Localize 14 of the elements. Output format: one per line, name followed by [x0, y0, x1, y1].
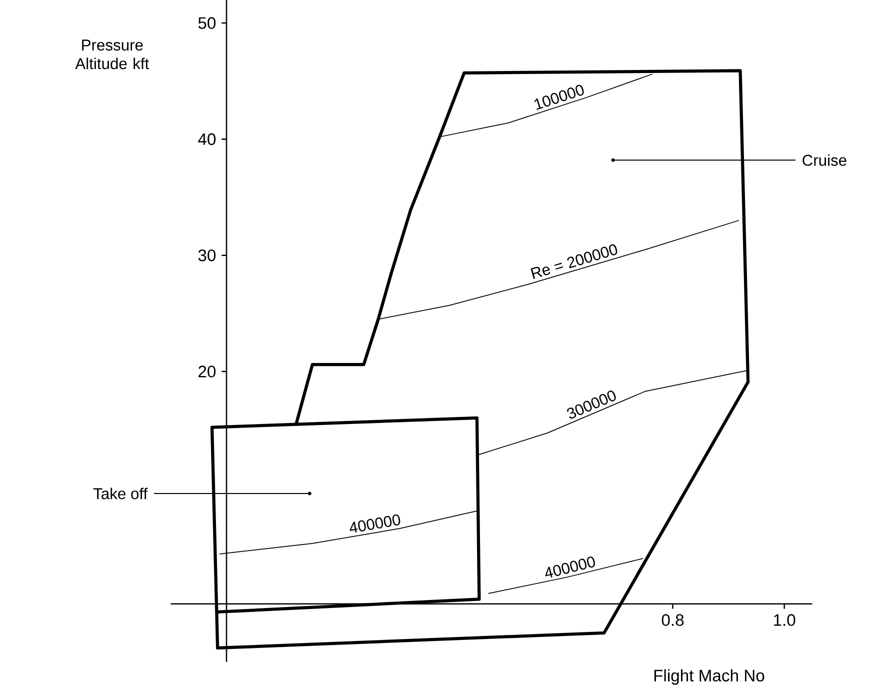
y-tick-label: 50 [198, 17, 216, 30]
y-tick-label: 20 [198, 366, 216, 378]
text: Re = 200000 [530, 244, 618, 280]
y-axis-title: Pressure Altitude kft [75, 40, 150, 70]
text: 100000 [534, 84, 584, 110]
y-tick-label: 30 [198, 250, 216, 262]
x-tick-label: 0.8 [662, 614, 684, 626]
annotation: Cruise [802, 154, 846, 166]
text: 400000 [350, 514, 400, 533]
x-tick-label: 1.0 [774, 614, 796, 626]
x-axis-title: Flight Mach No [654, 669, 764, 685]
text: 400000 [545, 556, 595, 578]
annotation: Take off [93, 488, 148, 500]
y-tick-label: 40 [198, 133, 216, 146]
